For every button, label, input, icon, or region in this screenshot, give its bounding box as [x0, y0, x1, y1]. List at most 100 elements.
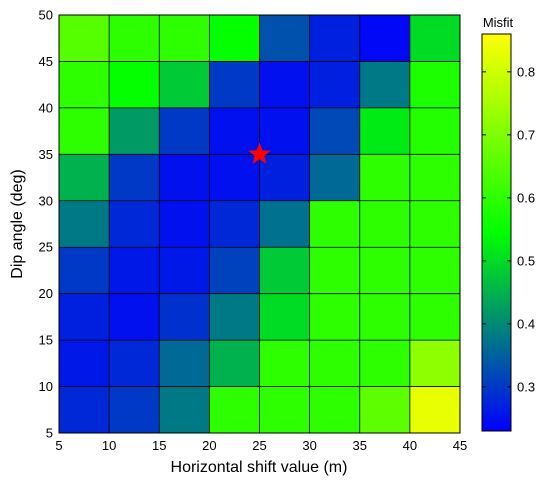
heatmap-cell [59, 107, 110, 155]
heatmap-cell [109, 386, 160, 433]
heatmap-cell [409, 154, 460, 201]
heatmap-cell [409, 107, 460, 155]
heatmap-cell [209, 107, 260, 155]
y-tick-label: 5 [46, 426, 53, 441]
y-tick-label: 50 [39, 8, 53, 23]
heatmap-cell [409, 247, 460, 294]
heatmap-cell [109, 107, 160, 155]
heatmap-cell [309, 154, 360, 201]
heatmap-cell [159, 386, 210, 433]
heatmap-cell [59, 15, 110, 62]
heatmap-cell [409, 15, 460, 62]
heatmap-cell [59, 247, 110, 294]
heatmap-cell [59, 154, 110, 201]
colorbar-tick-label: 0.7 [517, 127, 535, 142]
heatmap-cell [309, 340, 360, 387]
colorbar-tick-label: 0.6 [517, 190, 535, 205]
heatmap-cell [59, 61, 110, 108]
heatmap-cell [209, 340, 260, 387]
colorbar [481, 33, 512, 432]
colorbar-tick-label: 0.5 [517, 253, 535, 268]
heatmap-cell [109, 15, 160, 62]
colorbar-tick-label: 0.4 [517, 316, 535, 331]
heatmap-cell [59, 340, 110, 387]
colorbar-title: Misfit [483, 15, 514, 30]
heatmap-cell [209, 293, 260, 341]
heatmap-cell [359, 61, 410, 108]
plot-frame [58, 14, 461, 434]
heatmap-cell [159, 107, 210, 155]
y-tick-label: 20 [39, 286, 53, 301]
heatmap-cell [309, 15, 360, 62]
y-tick-label: 15 [39, 333, 53, 348]
heatmap-cell [359, 247, 410, 294]
colorbar-tick-label: 0.3 [517, 379, 535, 394]
x-tick-label: 15 [152, 438, 166, 453]
heatmap-cell [259, 200, 310, 248]
heatmap-cell [259, 386, 310, 433]
heatmap-cell [309, 200, 360, 248]
heatmap-cell [409, 340, 460, 387]
heatmap-cell [109, 61, 160, 108]
heatmap-cell [59, 386, 110, 433]
x-tick-label: 5 [55, 438, 62, 453]
heatmap-cell [159, 15, 210, 62]
heatmap-cells [59, 15, 460, 433]
heatmap-cell [209, 247, 260, 294]
heatmap-cell [309, 293, 360, 341]
heatmap-cell [159, 247, 210, 294]
heatmap-cell [409, 293, 460, 341]
heatmap-cell [309, 247, 360, 294]
y-axis-ticks: 5 10 15 20 25 30 35 40 45 50 [39, 8, 53, 441]
heatmap-cell [409, 386, 460, 433]
y-tick-label: 10 [39, 379, 53, 394]
heatmap-cell [359, 154, 410, 201]
heatmap-cell [259, 340, 310, 387]
heatmap-cell [209, 15, 260, 62]
colorbar-tick-label: 0.8 [517, 64, 535, 79]
best-fit-star-marker [248, 142, 271, 164]
x-tick-label: 40 [403, 438, 417, 453]
heatmap-cell [209, 154, 260, 201]
x-tick-label: 20 [202, 438, 216, 453]
heatmap-cell [109, 293, 160, 341]
heatmap-cell [59, 293, 110, 341]
heatmap-cell [409, 61, 460, 108]
x-tick-label: 35 [353, 438, 367, 453]
x-tick-label: 10 [102, 438, 116, 453]
heatmap-cell [359, 107, 410, 155]
x-axis-title: Horizontal shift value (m) [171, 459, 348, 476]
heatmap-cell [109, 154, 160, 201]
heatmap-cell [259, 293, 310, 341]
heatmap-cell [209, 61, 260, 108]
heatmap-cell [259, 247, 310, 294]
heatmap-cell [259, 61, 310, 108]
x-tick-label: 25 [252, 438, 266, 453]
heatmap-cell [109, 200, 160, 248]
heatmap-cell [159, 61, 210, 108]
colorbar-ticks: 0.3 0.4 0.5 0.6 0.7 0.8 [482, 64, 535, 394]
heatmap-cell [259, 154, 310, 201]
x-axis-ticks: 5 10 15 20 25 30 35 40 45 [55, 438, 467, 453]
y-tick-label: 35 [39, 147, 53, 162]
heatmap-cell [359, 200, 410, 248]
heatmap-cell [359, 15, 410, 62]
y-axis-title: Dip angle (deg) [9, 169, 26, 278]
x-tick-label: 45 [453, 438, 467, 453]
heatmap-cell [159, 340, 210, 387]
heatmap-cell [159, 154, 210, 201]
heatmap-cell [309, 386, 360, 433]
heatmap-cell [359, 293, 410, 341]
heatmap-cell [309, 107, 360, 155]
y-tick-label: 40 [39, 100, 53, 115]
heatmap-cell [159, 200, 210, 248]
heatmap-cell [109, 247, 160, 294]
heatmap-cell [359, 386, 410, 433]
heatmap-cell [309, 61, 360, 108]
heatmap-cell [209, 386, 260, 433]
y-tick-label: 45 [39, 54, 53, 69]
heatmap-cell [159, 293, 210, 341]
heatmap-cell [259, 107, 310, 155]
heatmap-cell [359, 340, 410, 387]
